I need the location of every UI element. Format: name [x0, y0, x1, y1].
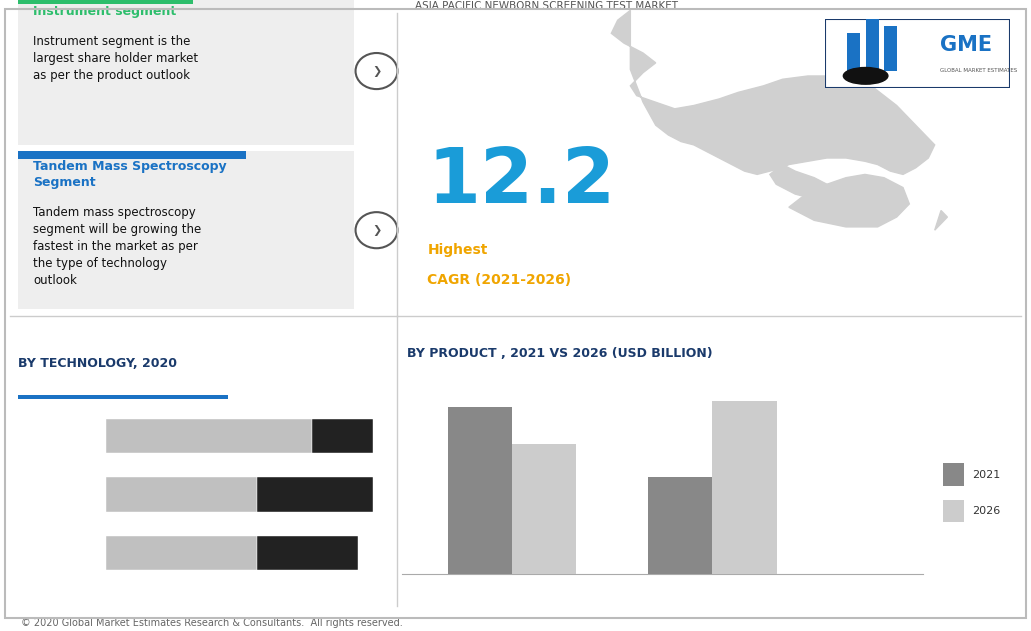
- Text: 2026: 2026: [972, 506, 1000, 516]
- Bar: [943, 463, 964, 486]
- Bar: [106, 477, 258, 512]
- Bar: [312, 419, 373, 453]
- Bar: [448, 408, 512, 574]
- Polygon shape: [611, 10, 935, 174]
- Bar: [258, 477, 373, 512]
- Bar: [885, 26, 897, 71]
- Text: 2021: 2021: [972, 469, 1000, 480]
- Text: GME: GME: [940, 35, 992, 56]
- Text: BY TECHNOLOGY, 2020: BY TECHNOLOGY, 2020: [18, 357, 177, 370]
- Bar: [712, 401, 776, 574]
- Circle shape: [843, 68, 888, 84]
- Text: Highest: Highest: [428, 244, 488, 257]
- Text: BY PRODUCT , 2021 VS 2026 (USD BILLION): BY PRODUCT , 2021 VS 2026 (USD BILLION): [407, 347, 712, 360]
- Bar: [106, 536, 258, 570]
- Polygon shape: [789, 174, 909, 227]
- Polygon shape: [770, 165, 853, 207]
- Bar: [943, 500, 964, 522]
- Bar: [106, 419, 312, 453]
- Text: Instrument segment: Instrument segment: [33, 6, 176, 18]
- Bar: [18, 0, 193, 4]
- Text: ❯: ❯: [372, 66, 381, 76]
- Bar: [866, 19, 878, 71]
- Text: 12.2: 12.2: [428, 145, 616, 219]
- Bar: [648, 476, 712, 574]
- Bar: [18, 0, 354, 145]
- Text: © 2020 Global Market Estimates Research & Consultants.  All rights reserved.: © 2020 Global Market Estimates Research …: [21, 618, 402, 628]
- Bar: [847, 33, 860, 71]
- Text: CAGR (2021-2026): CAGR (2021-2026): [428, 273, 571, 287]
- Bar: [18, 151, 246, 158]
- Bar: [512, 444, 576, 574]
- Polygon shape: [935, 211, 947, 230]
- Text: Tandem mass spectroscopy
segment will be growing the
fastest in the market as pe: Tandem mass spectroscopy segment will be…: [33, 206, 201, 286]
- Bar: [18, 396, 228, 399]
- Bar: [18, 151, 354, 309]
- Text: GLOBAL MARKET ESTIMATES: GLOBAL MARKET ESTIMATES: [940, 69, 1018, 73]
- Text: Tandem Mass Spectroscopy
Segment: Tandem Mass Spectroscopy Segment: [33, 160, 227, 189]
- Bar: [258, 536, 358, 570]
- Text: ASIA PACIFIC NEWBORN SCREENING TEST MARKET: ASIA PACIFIC NEWBORN SCREENING TEST MARK…: [414, 1, 677, 11]
- Text: Instrument segment is the
largest share holder market
as per the product outlook: Instrument segment is the largest share …: [33, 35, 198, 82]
- Text: ❯: ❯: [372, 225, 381, 236]
